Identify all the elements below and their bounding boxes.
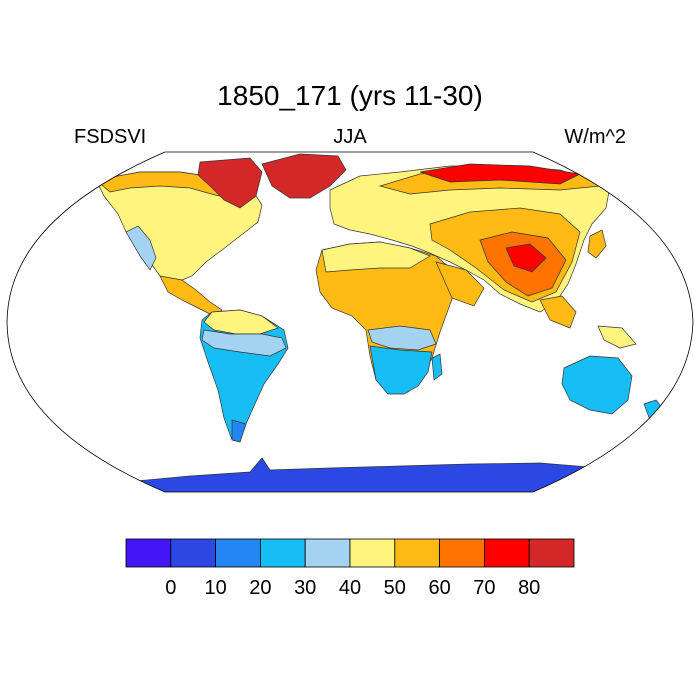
colorbar-box: [259, 538, 306, 568]
arabia: [435, 261, 485, 307]
colorbar-tick-label: 80: [518, 577, 540, 599]
colorbar-box: [528, 538, 575, 568]
siberia-coast-red: [419, 163, 582, 185]
africa-south: [369, 345, 433, 395]
na-west-coast: [125, 225, 157, 271]
colorbar-tick-label: 20: [249, 577, 271, 599]
colorbar-tick-label: 30: [294, 577, 316, 599]
sa-band-lightblue: [201, 329, 287, 357]
australia: [561, 355, 633, 415]
colorbar-box: [170, 538, 217, 568]
variable-label: FSDSVI: [74, 126, 147, 148]
colorbar-box: [439, 538, 485, 568]
africa-band-lightblue: [367, 325, 437, 351]
greenland: [261, 153, 347, 199]
antarctica: [119, 457, 651, 492]
madagascar: [431, 353, 443, 381]
colorbar-tick-label: 50: [384, 577, 406, 599]
sa-south-midblue: [231, 419, 247, 443]
colorbar-tick-label: 60: [428, 577, 450, 599]
southeast-asia: [539, 295, 577, 329]
canadian-archipelago: [197, 157, 263, 209]
colorbar-box: [483, 538, 530, 568]
colorbar-box: [215, 538, 261, 568]
colorbar-box: [394, 538, 440, 568]
colorbar-tick-label: 40: [339, 577, 361, 599]
colorbar-box: [349, 538, 396, 568]
colorbar-tick-label: 10: [204, 577, 226, 599]
colorbar-tick-label: 70: [473, 577, 495, 599]
units-label: W/m^2: [564, 126, 626, 148]
colorbar-box: [125, 538, 172, 568]
tibet-core: [505, 243, 547, 273]
colorbar-box: [304, 538, 351, 568]
colorbar-tick-label: 0: [165, 577, 176, 599]
africa-north-yellow: [321, 241, 431, 273]
season-label: JJA: [333, 126, 367, 148]
plot-title: 1850_171 (yrs 11-30): [217, 80, 483, 111]
new-guinea: [597, 325, 637, 349]
map-outline: [6, 151, 694, 493]
japan: [587, 229, 607, 259]
